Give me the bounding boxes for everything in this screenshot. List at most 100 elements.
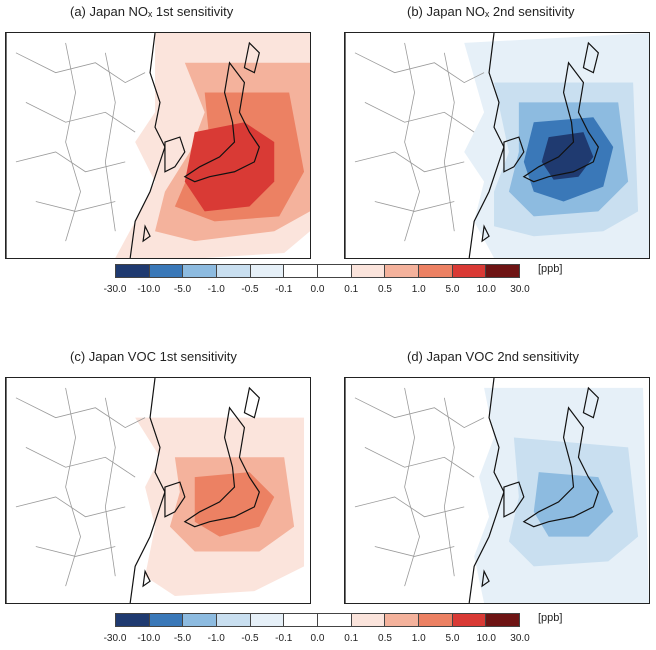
coastline	[582, 41, 599, 74]
colorbar-swatch	[183, 265, 218, 277]
colorbar-tick-label: -10.0	[137, 284, 161, 295]
colorbar-tick-label: -5.0	[173, 284, 192, 295]
colorbar-tick-label: -1.0	[207, 284, 225, 295]
colorbar-swatch	[452, 614, 487, 626]
colorbar-swatch	[250, 614, 285, 626]
coastline	[243, 41, 260, 74]
colorbar-swatch	[385, 265, 420, 277]
admin-border-line	[374, 201, 455, 212]
colorbar-swatch	[217, 614, 251, 626]
colorbar-swatch	[452, 265, 487, 277]
admin-border-line	[354, 397, 485, 429]
colorbar-tick-label: -0.1	[275, 284, 293, 295]
colorbar-swatch	[284, 614, 319, 626]
colorbar-tick-label: 5.0	[445, 633, 460, 644]
concentration-contour	[184, 122, 275, 212]
colorbar-swatch	[149, 265, 184, 277]
admin-border-line	[65, 42, 81, 242]
admin-border-line	[404, 387, 420, 587]
coastline	[142, 569, 151, 588]
colorbar-tick-label: 1.0	[411, 284, 426, 295]
colorbar-bottom-unit: [ppb]	[538, 612, 563, 624]
admin-border-line	[354, 151, 465, 173]
colorbar-tick-label: 0.0	[310, 284, 325, 295]
admin-border-line	[65, 387, 81, 587]
map-panel-d	[344, 377, 650, 604]
colorbar-tick-label: 0.1	[344, 284, 359, 295]
panel-c-title: (c) Japan VOC 1st sensitivity	[70, 349, 237, 364]
colorbar-tick-label: 10.0	[476, 633, 496, 644]
admin-border-line	[35, 546, 116, 557]
colorbar-swatch	[419, 614, 453, 626]
coastline	[243, 386, 260, 419]
colorbar-swatch	[486, 614, 520, 626]
colorbar-tick-label: -0.5	[241, 633, 259, 644]
colorbar-tick-label: 30.0	[510, 284, 530, 295]
colorbar-tick-label: -30.0	[103, 284, 127, 295]
admin-border-line	[443, 52, 455, 232]
colorbar-swatch	[419, 265, 453, 277]
colorbar-swatch	[351, 265, 386, 277]
colorbar-tick-label: -10.0	[137, 633, 161, 644]
admin-border-line	[15, 52, 146, 84]
admin-border-line	[104, 52, 116, 232]
coastline	[164, 481, 186, 518]
colorbar-top-unit: [ppb]	[538, 263, 563, 275]
coastline	[481, 569, 490, 588]
colorbar-tick-label: -30.0	[103, 633, 127, 644]
admin-border-line	[364, 102, 475, 133]
colorbar-tick-label: 0.5	[378, 284, 392, 295]
admin-border-line	[25, 447, 136, 478]
coastline	[582, 386, 599, 419]
admin-border-line	[354, 496, 465, 518]
colorbar-swatch	[318, 265, 352, 277]
colorbar-swatch	[116, 614, 150, 626]
panel-d-title: (d) Japan VOC 2nd sensitivity	[407, 349, 579, 364]
coastline	[503, 136, 525, 173]
colorbar-swatch	[351, 614, 386, 626]
admin-border-line	[404, 42, 420, 242]
coastline	[183, 406, 260, 528]
colorbar-tick-label: -1.0	[207, 633, 225, 644]
colorbar-tick-label: -0.1	[275, 633, 293, 644]
colorbar-swatch	[284, 265, 319, 277]
panel-b-title: (b) Japan NOₓ 2nd sensitivity	[407, 4, 575, 19]
admin-border-line	[354, 52, 485, 84]
map-panel-b	[344, 32, 650, 259]
map-panel-a	[5, 32, 311, 259]
colorbar-swatch	[149, 614, 184, 626]
colorbar-tick-label: -0.5	[241, 284, 259, 295]
coastline	[142, 224, 151, 243]
colorbar-tick-label: 0.1	[344, 633, 359, 644]
colorbar-swatch	[486, 265, 520, 277]
colorbar-swatch	[183, 614, 218, 626]
coastline	[183, 61, 260, 183]
colorbar-bottom	[115, 613, 520, 627]
colorbar-tick-label: 30.0	[510, 633, 530, 644]
admin-border-line	[443, 397, 455, 577]
admin-border-line	[15, 151, 126, 173]
colorbar-tick-label: 0.5	[378, 633, 392, 644]
colorbar-swatch	[217, 265, 251, 277]
colorbar-swatch	[116, 265, 150, 277]
coastline	[481, 224, 490, 243]
map-panel-c	[5, 377, 311, 604]
admin-border-line	[374, 546, 455, 557]
admin-border-line	[35, 201, 116, 212]
coastline	[503, 481, 525, 518]
colorbar-tick-label: 0.0	[310, 633, 325, 644]
coastline	[522, 61, 599, 183]
colorbar-swatch	[318, 614, 352, 626]
admin-border-line	[104, 397, 116, 577]
colorbar-tick-label: 1.0	[411, 633, 426, 644]
colorbar-top	[115, 264, 520, 278]
admin-border-line	[15, 397, 146, 429]
coastline	[164, 136, 186, 173]
panel-a-title: (a) Japan NOₓ 1st sensitivity	[70, 4, 234, 19]
colorbar-tick-label: 5.0	[445, 284, 460, 295]
colorbar-tick-label: 10.0	[476, 284, 496, 295]
coastline	[522, 406, 599, 528]
colorbar-tick-label: -5.0	[173, 633, 192, 644]
admin-border-line	[364, 447, 475, 478]
admin-border-line	[25, 102, 136, 133]
